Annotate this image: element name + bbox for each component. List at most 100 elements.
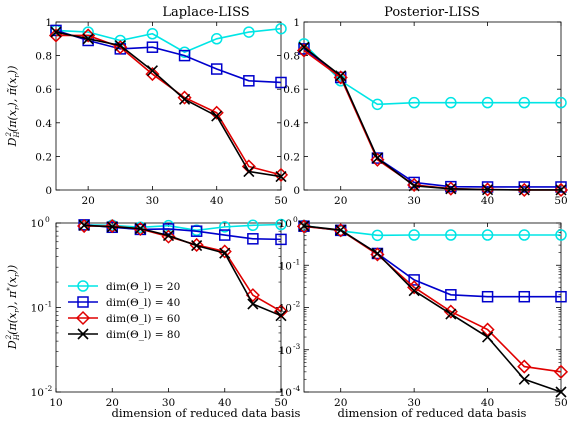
data-point: [77, 218, 92, 234]
data-point: [219, 221, 231, 233]
data-point: [82, 26, 94, 38]
data-point: [481, 290, 494, 303]
y-tick-label: 0.2: [283, 151, 300, 163]
data-point: [243, 26, 255, 38]
y-tick-label: 0.4: [35, 118, 52, 130]
y-tick-exponent: -4: [293, 384, 301, 393]
data-point: [555, 229, 567, 241]
legend-marker: [77, 280, 89, 292]
data-point: [209, 105, 224, 120]
data-point: [247, 233, 259, 245]
x-tick-label: 50: [554, 195, 567, 207]
data-point: [273, 304, 289, 319]
y-tick-label: 0.8: [283, 51, 300, 63]
data-point: [481, 229, 494, 241]
y-tick-label: 0.8: [35, 51, 52, 63]
y-tick-label: 0: [45, 185, 52, 197]
y-tick-label: 1: [293, 17, 300, 29]
data-point: [105, 218, 120, 234]
data-point: [243, 75, 255, 87]
data-point: [275, 22, 287, 35]
x-tick-label: 40: [481, 195, 494, 207]
data-point: [333, 223, 348, 238]
data-point: [443, 181, 458, 196]
data-point: [517, 182, 532, 197]
y-tick-exponent: -2: [45, 384, 53, 393]
data-point: [518, 290, 531, 303]
panel-title: Laplace-LISS: [162, 5, 249, 20]
legend-marker: [77, 328, 89, 340]
data-point: [480, 322, 495, 337]
data-point: [408, 229, 420, 241]
x-tick-label: 30: [162, 397, 175, 409]
data-point: [179, 93, 191, 105]
y-tick-exponent: -1: [45, 300, 52, 309]
data-point: [408, 285, 420, 297]
data-point: [191, 240, 203, 252]
x-axis-label-left: dimension of reduced data basis: [112, 406, 301, 420]
x-tick-label: 30: [146, 195, 159, 207]
series-line: [303, 225, 562, 373]
x-tick-label: 20: [334, 397, 347, 409]
y-tick-exponent: -3: [293, 342, 301, 351]
data-point: [371, 98, 384, 111]
data-point: [190, 225, 203, 237]
data-point: [189, 237, 204, 252]
data-point: [146, 28, 159, 40]
data-point: [518, 229, 531, 241]
y-tick-exponent: -1: [293, 257, 300, 266]
series-line: [84, 224, 282, 317]
data-point: [408, 180, 420, 192]
data-point: [518, 184, 530, 196]
x-tick-label: 10: [49, 397, 62, 409]
x-axis-label-right: dimension of reduced data basis: [338, 406, 527, 420]
data-point: [275, 170, 287, 183]
y-tick-label: 0.6: [283, 84, 300, 96]
data-point: [162, 223, 175, 235]
series-line: [303, 48, 561, 188]
data-point: [219, 247, 231, 259]
data-point: [481, 181, 494, 193]
data-point: [78, 219, 90, 231]
y-axis-label-top: DH2(π(xr), π̃(xr)): [5, 66, 21, 148]
data-point: [210, 63, 223, 75]
data-point: [481, 96, 494, 109]
x-tick-label: 30: [407, 397, 420, 409]
y-tick-label: 10: [31, 303, 44, 315]
data-point: [482, 184, 494, 196]
legend-entry-label: dim(Θ_l) = 80: [106, 329, 180, 341]
axes-frame: [303, 21, 562, 191]
data-point: [553, 182, 569, 198]
data-point: [555, 386, 567, 398]
y-axis-label-bottom: DH2(π(xr), π*(xr)): [5, 265, 21, 350]
x-tick-label: 20: [334, 195, 347, 207]
series-line: [303, 224, 561, 237]
y-tick-label: 0.6: [35, 84, 52, 96]
data-point: [133, 221, 148, 237]
data-point: [275, 310, 287, 322]
data-point: [81, 28, 96, 43]
data-point: [134, 222, 146, 235]
series-line: [303, 225, 562, 393]
data-point: [480, 182, 495, 197]
data-point: [408, 96, 420, 109]
data-point: [145, 67, 160, 82]
data-point: [243, 165, 255, 178]
y-tick-label: 10: [279, 387, 292, 399]
y-tick-label: 10: [31, 387, 44, 399]
data-point: [178, 49, 191, 62]
data-point: [210, 33, 223, 45]
x-tick-label: 40: [481, 397, 494, 409]
data-point: [371, 152, 383, 164]
data-point: [518, 373, 530, 385]
data-point: [555, 181, 567, 193]
x-tick-label: 50: [274, 195, 287, 207]
data-point: [335, 70, 347, 82]
y-tick-exponent: 0: [45, 215, 50, 224]
legend-marker: [75, 310, 91, 326]
data-point: [482, 331, 494, 343]
legend-entry-label: dim(Θ_l) = 40: [106, 297, 180, 309]
x-tick-label: 50: [554, 397, 567, 409]
